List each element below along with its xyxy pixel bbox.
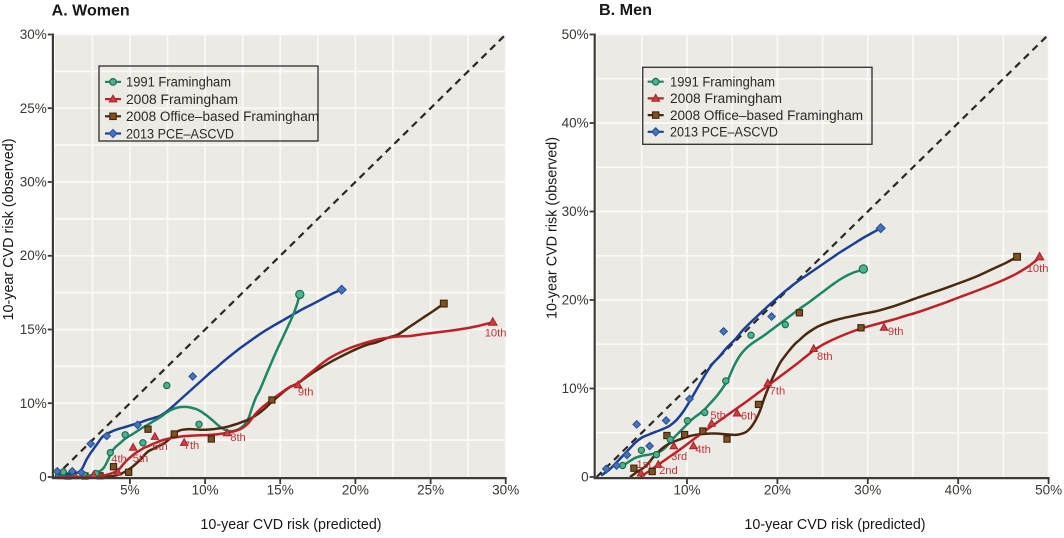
svg-text:9th: 9th [298,387,314,399]
svg-text:2013 PCE–ASCVD: 2013 PCE–ASCVD [126,126,234,141]
svg-text:0: 0 [39,470,47,485]
svg-text:10%: 10% [562,381,589,396]
svg-text:1st: 1st [637,459,653,471]
svg-text:30%: 30% [562,204,589,219]
svg-text:2008 Office–based Framingham: 2008 Office–based Framingham [126,109,319,124]
svg-text:8th: 8th [817,351,833,363]
svg-text:7th: 7th [184,440,200,452]
svg-text:15%: 15% [267,483,294,498]
svg-text:5%: 5% [120,483,140,498]
svg-text:25%: 25% [20,101,47,116]
svg-text:2008 Framingham: 2008 Framingham [670,91,782,106]
svg-text:40%: 40% [945,483,972,498]
svg-text:10-year CVD risk (observed): 10-year CVD risk (observed) [545,137,561,319]
svg-text:20%: 20% [20,248,47,263]
svg-text:4th: 4th [111,453,127,465]
svg-text:4th: 4th [695,444,711,456]
svg-text:10%: 10% [192,483,219,498]
svg-text:30%: 30% [854,483,881,498]
svg-text:40%: 40% [562,116,589,131]
svg-text:8th: 8th [230,432,246,444]
svg-text:20%: 20% [764,483,791,498]
svg-text:10th: 10th [1027,263,1049,275]
svg-text:3rd: 3rd [671,451,687,463]
svg-text:30%: 30% [20,175,47,190]
svg-text:30%: 30% [492,483,519,498]
svg-text:20%: 20% [342,483,369,498]
svg-text:10th: 10th [485,327,507,339]
svg-text:2008 Framingham: 2008 Framingham [126,92,238,107]
svg-text:2008 Office–based Framingham: 2008 Office–based Framingham [670,108,863,123]
svg-text:B. Men: B. Men [599,2,652,19]
svg-text:2013 PCE–ASCVD: 2013 PCE–ASCVD [670,125,778,140]
svg-text:9th: 9th [888,326,904,338]
svg-text:10-year CVD risk (predicted): 10-year CVD risk (predicted) [200,517,381,533]
svg-text:10-year CVD risk (predicted): 10-year CVD risk (predicted) [744,517,925,533]
svg-text:25%: 25% [417,483,444,498]
svg-text:10-year CVD risk (observed): 10-year CVD risk (observed) [1,139,17,321]
svg-text:20%: 20% [562,293,589,308]
svg-text:10%: 10% [20,396,47,411]
svg-text:15%: 15% [20,322,47,337]
svg-text:5th: 5th [710,410,726,422]
svg-text:10%: 10% [673,483,700,498]
svg-text:6th: 6th [741,410,757,422]
svg-text:30%: 30% [20,27,47,42]
svg-text:A. Women: A. Women [52,2,130,19]
svg-text:1991 Framingham: 1991 Framingham [670,75,775,90]
svg-text:7th: 7th [770,385,786,397]
svg-text:2nd: 2nd [659,465,678,477]
svg-text:50%: 50% [1035,483,1062,498]
svg-text:50%: 50% [562,27,589,42]
svg-text:5th: 5th [133,453,149,465]
svg-text:0: 0 [581,470,589,485]
svg-text:1991 Framingham: 1991 Framingham [126,75,231,90]
svg-text:6th: 6th [152,441,168,453]
